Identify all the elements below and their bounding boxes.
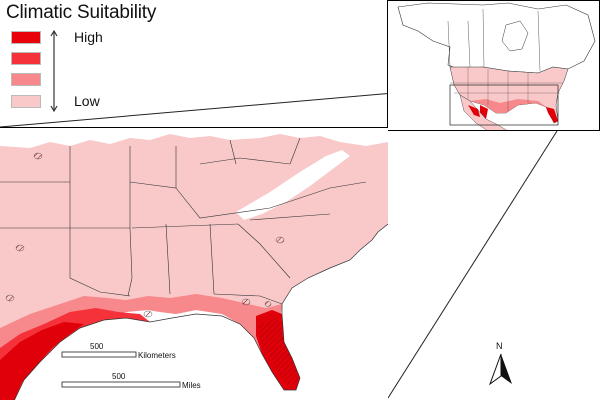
main-occurrence-markers — [5, 152, 285, 318]
scale-km-unit: Kilometers — [138, 351, 176, 360]
main-atlantic-ocean — [282, 224, 388, 400]
inset-canada-land — [397, 2, 596, 74]
legend-swatch-low — [11, 95, 41, 108]
main-unsuitable-appalachian — [236, 150, 350, 220]
main-unsuitable-north — [0, 128, 388, 148]
main-gulf-of-mexico — [14, 314, 300, 400]
scale-km-value: 500 — [90, 342, 104, 351]
inset-mexico-land — [459, 94, 507, 130]
legend-swatch-medium-low — [11, 73, 41, 86]
scale-mi-value: 500 — [112, 372, 126, 381]
inset-extent-box — [449, 84, 559, 126]
inset-map-north-america — [387, 0, 600, 131]
main-suitability-band-midhigh — [0, 308, 150, 400]
legend-swatch-medium-high — [11, 52, 41, 65]
legend-low-label: Low — [74, 93, 100, 109]
main-map-southeast-us — [0, 127, 388, 400]
legend-swatch-high — [11, 31, 41, 44]
scale-mi-unit: Miles — [182, 381, 201, 390]
inset-mexico-high — [468, 105, 480, 117]
legend-range-arrow — [50, 30, 58, 112]
main-coastline — [14, 223, 388, 400]
north-arrow-icon — [488, 353, 512, 386]
legend-title: Climatic Suitability — [6, 2, 157, 23]
main-state-boundaries — [0, 137, 367, 305]
legend-high-label: High — [74, 29, 103, 45]
inset-florida-high — [546, 107, 558, 123]
main-suitability-high-texas — [0, 322, 84, 400]
north-arrow-label: N — [496, 341, 503, 351]
main-florida-hatch — [258, 318, 298, 386]
inset-hudson-bay — [501, 20, 529, 52]
